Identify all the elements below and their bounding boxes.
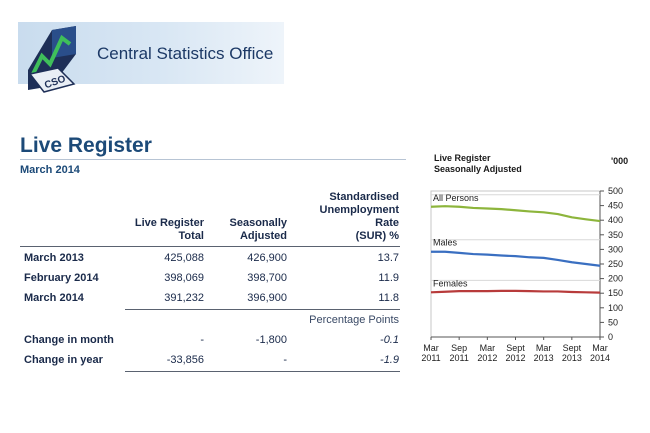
col-header-seasonally-adjusted: Seasonally Adjusted	[229, 217, 287, 242]
live-register-table: Live Register Total Seasonally Adjusted …	[20, 0, 410, 433]
x-tick-label: Sept	[506, 343, 525, 353]
percentage-points-rule	[125, 309, 400, 310]
x-tick-label: Sep	[451, 343, 467, 353]
x-tick-label: Mar	[592, 343, 608, 353]
x-tick-label: Mar	[423, 343, 439, 353]
series-label: Males	[433, 238, 458, 248]
col-header-sur: Standardised Unemployment Rate (SUR) %	[319, 191, 399, 242]
x-tick-label: Sept	[563, 343, 582, 353]
x-tick-label: 2014	[590, 353, 610, 363]
plot-frame	[430, 190, 601, 338]
series-label: All Persons	[433, 193, 479, 203]
y-tick-label: 0	[608, 332, 613, 342]
series-line-all-persons	[430, 205, 601, 223]
title-divider	[20, 159, 406, 160]
chart-unit: '000	[611, 156, 629, 166]
x-tick-label: 2011	[449, 353, 468, 363]
org-name: Central Statistics Office	[97, 44, 274, 63]
header-banner: CSO Central Statistics Office	[18, 22, 284, 93]
col-header-live-register: Live Register Total	[134, 217, 204, 242]
y-tick-label: 450	[608, 201, 623, 211]
x-tick-label: Mar	[536, 343, 552, 353]
x-tick-label: 2011	[421, 353, 440, 363]
x-tick-label: 2012	[505, 353, 525, 363]
chart-title: Live Register Seasonally Adjusted	[434, 153, 522, 174]
y-tick-label: 50	[608, 317, 618, 327]
x-tick-label: 2013	[562, 353, 582, 363]
y-tick-label: 250	[608, 259, 623, 269]
x-tick-label: 2013	[534, 353, 554, 363]
cso-logo-icon: CSO	[28, 26, 76, 93]
y-tick-label: 350	[608, 230, 623, 240]
y-tick-label: 300	[608, 244, 623, 254]
page-subtitle: March 2014	[20, 164, 80, 176]
page-title: Live Register	[20, 134, 152, 157]
y-tick-label: 400	[608, 215, 623, 225]
y-tick-label: 150	[608, 288, 623, 298]
series-label: Females	[433, 278, 468, 288]
x-tick-label: 2012	[477, 353, 497, 363]
y-tick-label: 200	[608, 274, 623, 284]
header-rule	[20, 246, 400, 247]
series-line-males	[431, 250, 601, 267]
y-tick-label: 100	[608, 303, 623, 313]
x-tick-label: Mar	[480, 343, 496, 353]
y-tick-label: 500	[608, 186, 623, 196]
series-line-females	[430, 289, 601, 294]
footer-rule	[125, 371, 400, 372]
percentage-points-label: Percentage Points	[309, 314, 399, 326]
